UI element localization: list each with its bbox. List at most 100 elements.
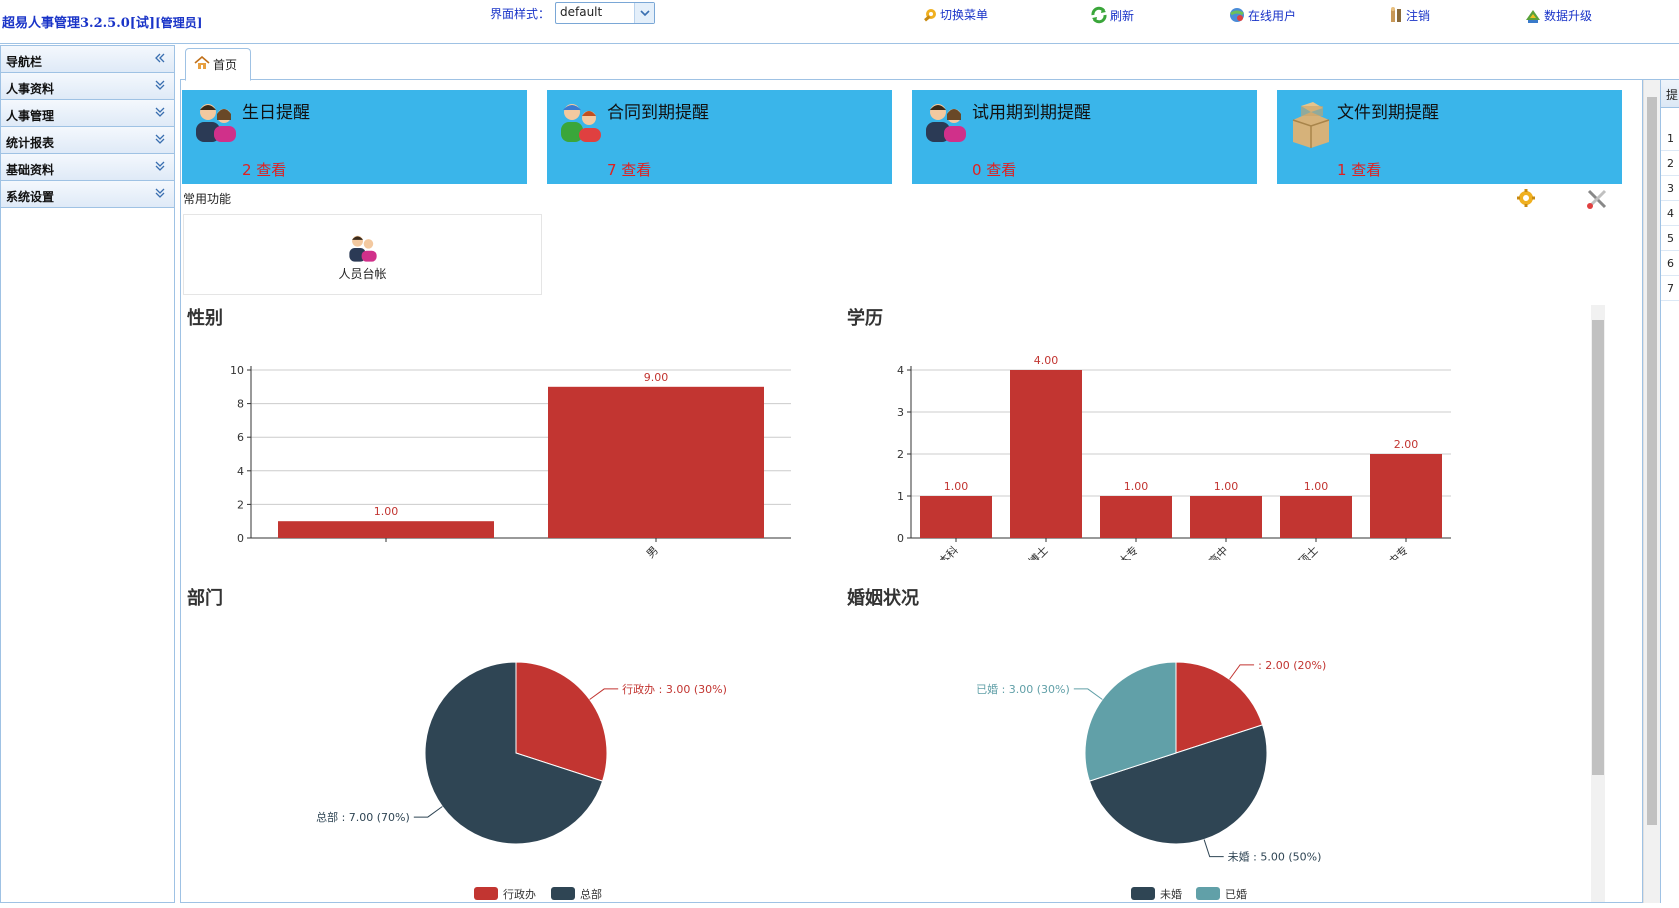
bar [1280, 496, 1352, 538]
tab-bar: 首页 [180, 45, 1679, 81]
pie-leader-line [1203, 839, 1224, 858]
sidebar-item-label: 人事管理 [6, 109, 55, 123]
pie-leader-line [1073, 688, 1103, 700]
bar-value-label: 1.00 [1304, 480, 1329, 493]
theme-select[interactable]: default [555, 2, 655, 24]
right-panel-row[interactable]: 4 [1661, 201, 1679, 226]
right-panel-row[interactable]: 5 [1661, 226, 1679, 251]
x-tick-label: 高中 [1205, 543, 1230, 560]
bar-value-label: 2.00 [1394, 438, 1419, 451]
home-icon [194, 55, 210, 73]
card-title: 生日提醒 [242, 103, 310, 123]
legend-label: 行政办 [503, 887, 536, 900]
education-bar-chart: 0 1 2 3 4 1.00 本科 4.00 博士 1.00 大专 1.00 高中 1.00 硕士 2.00 中… [897, 354, 1451, 560]
sidebar-item-personnel-data[interactable]: 人事资料 [1, 73, 174, 100]
switch-menu-label: 切换菜单 [940, 8, 989, 22]
legend-label: 已婚 [1225, 887, 1247, 900]
marital-chart-title: 婚姻状况 [847, 588, 919, 609]
gender-chart-title: 性别 [187, 308, 223, 329]
department-pie-chart: 行政办 : 3.00 (30%) 总部 : 7.00 (70%) 行政办 总部 [316, 661, 727, 900]
theme-label: 界面样式： [490, 7, 551, 21]
chevron-down-icon [634, 3, 654, 23]
y-tick-label: 8 [237, 398, 244, 411]
department-chart-title: 部门 [187, 588, 223, 609]
app-title-text: 超易人事管理3.2.5.0[试] [2, 16, 156, 31]
y-tick-label: 4 [897, 364, 904, 377]
bar [920, 496, 992, 538]
tools-icon[interactable] [1586, 188, 1608, 213]
logout-link[interactable]: 注销 [1388, 6, 1430, 24]
document-reminder-card[interactable]: 文件到期提醒 1 查看 [1277, 90, 1622, 184]
card-title: 合同到期提醒 [607, 103, 709, 123]
pie-slice-label: 行政办 : 3.00 (30%) [622, 682, 727, 696]
right-panel-row[interactable]: 2 [1661, 151, 1679, 176]
contract-reminder-card[interactable]: 合同到期提醒 7 查看 [547, 90, 892, 184]
pie-slice [515, 661, 608, 782]
charts-area: 性别 学历 部门 婚姻状况 0 2 4 6 8 10 1.00 9.00 男 0 1 2 3 4 1.00… [181, 300, 1606, 902]
y-tick-label: 1 [897, 490, 904, 503]
legend-swatch [551, 887, 575, 900]
x-tick-label: 本科 [935, 543, 960, 560]
scrollbar-thumb[interactable] [1592, 320, 1604, 775]
y-tick-label: 0 [897, 532, 904, 545]
y-tick-label: 3 [897, 406, 904, 419]
pie-slice [424, 661, 604, 845]
refresh-link[interactable]: 刷新 [1090, 6, 1134, 24]
common-functions-label: 常用功能 [183, 192, 232, 206]
scrollbar-thumb[interactable] [1647, 97, 1657, 825]
x-tick-label: 中专 [1385, 543, 1410, 560]
online-users-label: 在线用户 [1248, 8, 1297, 23]
card-count-link[interactable]: 2 查看 [242, 161, 287, 179]
sidebar-item-personnel-management[interactable]: 人事管理 [1, 100, 174, 127]
switch-menu-link[interactable]: 切换菜单 [922, 6, 988, 23]
right-panel-row[interactable]: 1 [1661, 126, 1679, 151]
gender-bar-chart: 0 2 4 6 8 10 1.00 9.00 男 [230, 364, 791, 560]
legend-swatch [1196, 887, 1220, 900]
probation-reminder-card[interactable]: 试用期到期提醒 0 查看 [912, 90, 1257, 184]
x-tick-label: 男 [644, 544, 661, 560]
bar [548, 386, 764, 538]
pie-leader-line [1229, 664, 1255, 680]
sidebar-item-base-data[interactable]: 基础资料 [1, 154, 174, 181]
expand-icon [154, 133, 166, 148]
personnel-ledger-shortcut[interactable]: 人员台帐 [184, 233, 541, 282]
card-count-link[interactable]: 1 查看 [1337, 161, 1382, 179]
online-users-link[interactable]: 在线用户 [1228, 6, 1296, 24]
pie-slice-label: 未婚 : 5.00 (50%) [1228, 850, 1322, 864]
personnel-ledger-label: 人员台帐 [338, 267, 387, 281]
pie-slice-label: 已婚 : 3.00 (30%) [976, 682, 1070, 696]
bar-value-label: 4.00 [1034, 354, 1059, 367]
online-users-icon [1228, 6, 1246, 24]
refresh-icon [1090, 6, 1108, 24]
x-tick-label: 硕士 [1296, 544, 1321, 560]
pie-leader-line [413, 806, 443, 818]
people-icon [922, 100, 970, 147]
pie-slice [1175, 661, 1264, 754]
bar-value-label: 1.00 [1214, 480, 1239, 493]
sidebar-item-label: 基础资料 [6, 163, 55, 177]
y-tick-label: 4 [237, 465, 244, 478]
legend-swatch [474, 887, 498, 900]
sidebar-item-reports[interactable]: 统计报表 [1, 127, 174, 154]
theme-select-value: default [560, 5, 603, 19]
tab-home[interactable]: 首页 [185, 48, 251, 81]
birthday-reminder-card[interactable]: 生日提醒 2 查看 [182, 90, 527, 184]
role-badge: [管理员] [155, 16, 203, 30]
right-panel-row[interactable]: 6 [1661, 251, 1679, 276]
sidebar-item-label: 系统设置 [6, 190, 55, 204]
bar [1370, 454, 1442, 538]
main-scrollbar[interactable] [1643, 80, 1660, 903]
key-gear-icon [922, 7, 938, 23]
card-count-link[interactable]: 0 查看 [972, 161, 1017, 179]
collapse-sidebar-icon[interactable] [154, 52, 166, 67]
sidebar-item-system-settings[interactable]: 系统设置 [1, 181, 174, 208]
right-panel-row[interactable]: 3 [1661, 176, 1679, 201]
tab-home-label: 首页 [213, 58, 238, 72]
right-panel-row[interactable]: 7 [1661, 276, 1679, 301]
card-count-link[interactable]: 7 查看 [607, 161, 652, 179]
settings-gear-icon[interactable] [1516, 188, 1536, 211]
sidebar-header: 导航栏 [1, 46, 174, 73]
charts-scrollbar[interactable] [1591, 305, 1605, 902]
pie-leader-line [589, 688, 619, 700]
data-upgrade-link[interactable]: 数据升级 [1524, 6, 1592, 24]
